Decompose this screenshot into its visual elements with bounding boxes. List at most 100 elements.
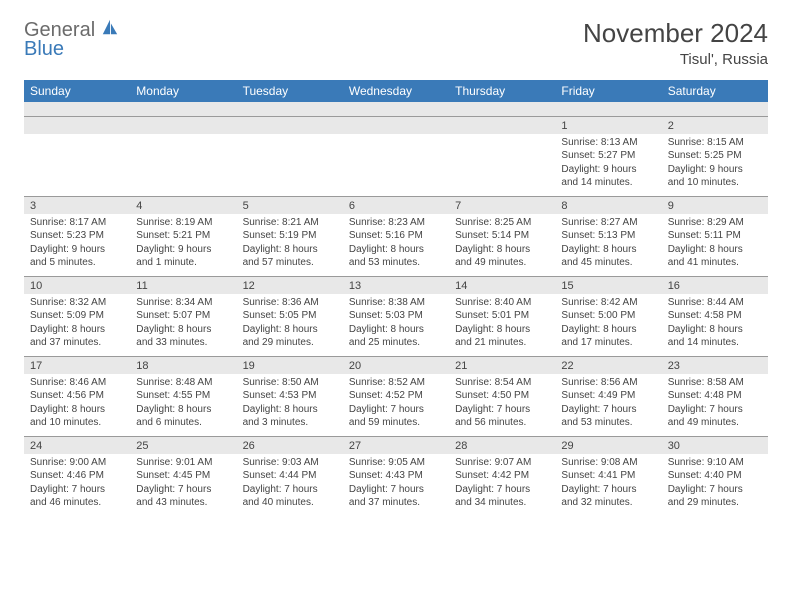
day-data-cell: Sunrise: 9:08 AMSunset: 4:41 PMDaylight:… [555,454,661,516]
date-number: 29 [561,440,573,452]
sunrise-text: Sunrise: 8:19 AM [136,216,230,230]
sunrise-text: Sunrise: 8:23 AM [349,216,443,230]
sunrise-text: Sunrise: 8:46 AM [30,376,124,390]
sunset-text: Sunset: 5:21 PM [136,229,230,243]
day-data-cell: Sunrise: 9:07 AMSunset: 4:42 PMDaylight:… [449,454,555,516]
day-data-cell: Sunrise: 8:46 AMSunset: 4:56 PMDaylight:… [24,374,130,437]
day-header: Friday [555,80,661,102]
date-number: 28 [455,440,467,452]
date-number: 11 [136,280,147,292]
sunrise-text: Sunrise: 8:13 AM [561,136,655,150]
day-data-cell: Sunrise: 9:05 AMSunset: 4:43 PMDaylight:… [343,454,449,516]
sunrise-text: Sunrise: 9:03 AM [243,456,337,470]
date-cell: 17 [24,356,130,374]
day-header: Monday [130,80,236,102]
daylight-text: Daylight: 8 hours and 49 minutes. [455,243,549,270]
day-data-cell: Sunrise: 9:01 AMSunset: 4:45 PMDaylight:… [130,454,236,516]
date-cell: 12 [237,276,343,294]
sunset-text: Sunset: 5:07 PM [136,309,230,323]
sunset-text: Sunset: 5:14 PM [455,229,549,243]
sunset-text: Sunset: 4:45 PM [136,469,230,483]
date-number: 24 [30,440,42,452]
date-number: 5 [243,200,249,212]
date-cell [24,116,130,134]
day-data-cell: Sunrise: 8:17 AMSunset: 5:23 PMDaylight:… [24,214,130,277]
day-header: Wednesday [343,80,449,102]
date-number: 17 [30,360,42,372]
sunset-text: Sunset: 4:58 PM [668,309,762,323]
day-data-cell: Sunrise: 8:54 AMSunset: 4:50 PMDaylight:… [449,374,555,437]
day-data-cell: Sunrise: 8:38 AMSunset: 5:03 PMDaylight:… [343,294,449,357]
date-cell: 6 [343,196,449,214]
date-cell: 2 [662,116,768,134]
sunset-text: Sunset: 5:19 PM [243,229,337,243]
data-row: Sunrise: 8:32 AMSunset: 5:09 PM Daylight:… [24,294,768,357]
sunrise-text: Sunrise: 8:44 AM [668,296,762,310]
calendar-body: 12Sunrise: 8:13 AMSunset: 5:27 PMDayligh… [24,116,768,516]
daylight-text: Daylight: 7 hours and 53 minutes. [561,403,655,430]
sunset-text: Sunset: 5:03 PM [349,309,443,323]
sunset-text: Sunset: 4:44 PM [243,469,337,483]
calendar-table: Sunday Monday Tuesday Wednesday Thursday… [24,80,768,516]
daylight-text: Daylight: 7 hours and 29 minutes. [668,483,762,510]
day-data-cell: Sunrise: 8:15 AMSunset: 5:25 PMDaylight:… [662,134,768,197]
sunset-text: Sunset: 4:53 PM [243,389,337,403]
date-cell: 26 [237,436,343,454]
sunrise-text: Sunrise: 8:38 AM [349,296,443,310]
daylight-text: Daylight: 7 hours and 59 minutes. [349,403,443,430]
sunrise-text: Sunrise: 9:00 AM [30,456,124,470]
date-number: 16 [668,280,680,292]
sunrise-text: Sunrise: 8:32 AM [30,296,124,310]
daylight-text: Daylight: 9 hours and 1 minute. [136,243,230,270]
daylight-text: Daylight: 8 hours and 29 minutes. [243,323,337,350]
day-data-cell: Sunrise: 8:34 AMSunset: 5:07 PMDaylight:… [130,294,236,357]
sunset-text: Sunset: 5:00 PM [561,309,655,323]
sunset-text: Sunset: 5:25 PM [668,149,762,163]
date-cell [237,116,343,134]
sunrise-text: Sunrise: 8:54 AM [455,376,549,390]
sunrise-text: Sunrise: 9:07 AM [455,456,549,470]
date-number: 25 [136,440,148,452]
sunset-text: Sunset: 4:43 PM [349,469,443,483]
date-cell: 28 [449,436,555,454]
day-data-cell: Sunrise: 8:44 AMSunset: 4:58 PMDaylight:… [662,294,768,357]
day-header: Tuesday [237,80,343,102]
day-data-cell: Sunrise: 8:58 AMSunset: 4:48 PMDaylight:… [662,374,768,437]
daylight-text: Daylight: 7 hours and 37 minutes. [349,483,443,510]
date-number: 1 [561,120,567,132]
sunset-text: Sunset: 5:01 PM [455,309,549,323]
logo-text: General Blue [24,18,119,59]
date-cell: 5 [237,196,343,214]
day-header: Saturday [662,80,768,102]
date-number: 4 [136,200,142,212]
date-number: 30 [668,440,680,452]
date-cell: 7 [449,196,555,214]
daylight-text: Daylight: 8 hours and 25 minutes. [349,323,443,350]
sunset-text: Sunset: 5:23 PM [30,229,124,243]
day-data-cell: Sunrise: 9:00 AMSunset: 4:46 PMDaylight:… [24,454,130,516]
date-cell: 16 [662,276,768,294]
date-number: 22 [561,360,573,372]
data-row: Sunrise: 9:00 AMSunset: 4:46 PMDaylight:… [24,454,768,516]
date-cell [130,116,236,134]
day-data-cell: Sunrise: 8:42 AMSunset: 5:00 PMDaylight:… [555,294,661,357]
sunset-text: Sunset: 4:40 PM [668,469,762,483]
date-row: 17181920212223 [24,356,768,374]
day-data-cell: Sunrise: 8:27 AMSunset: 5:13 PMDaylight:… [555,214,661,277]
sunrise-text: Sunrise: 8:52 AM [349,376,443,390]
date-number: 12 [243,280,255,292]
day-data-cell [24,134,130,197]
date-number: 7 [455,200,461,212]
date-cell: 24 [24,436,130,454]
sunset-text: Sunset: 5:09 PM [30,309,124,323]
header: General Blue November 2024 Tisul', Russi… [24,18,768,68]
date-number: 14 [455,280,467,292]
date-number: 9 [668,200,674,212]
sunset-text: Sunset: 5:16 PM [349,229,443,243]
date-cell: 14 [449,276,555,294]
date-cell: 20 [343,356,449,374]
day-data-cell: Sunrise: 9:10 AMSunset: 4:40 PMDaylight:… [662,454,768,516]
sunrise-text: Sunrise: 8:27 AM [561,216,655,230]
daylight-text: Daylight: 8 hours and 14 minutes. [668,323,762,350]
logo: General Blue [24,18,119,59]
